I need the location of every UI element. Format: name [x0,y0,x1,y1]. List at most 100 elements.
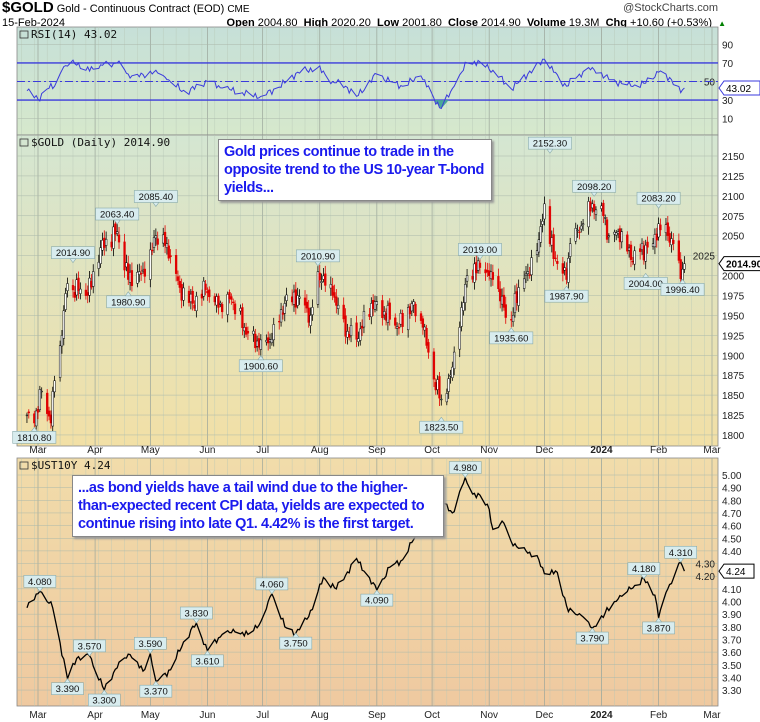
candle-body [202,280,205,297]
candle-body [355,322,358,340]
candle-body [268,339,272,342]
candle-body [35,410,38,427]
candle-body [644,244,647,262]
candle-body [421,318,425,328]
price-label-pointer [678,278,687,284]
candle-body [410,303,413,312]
last-value-tag [718,80,760,96]
candle-body [399,313,402,325]
candle-body [200,293,204,299]
y-tick-label: 3.80 [722,623,742,634]
x-tick-label: Sep [368,710,386,721]
y-tick-label: 1900 [722,351,745,362]
candle-body [453,351,456,370]
candle-body [53,380,56,393]
candle-body [484,269,487,274]
candle-body [436,379,439,390]
candle-body [569,243,572,257]
volume-value: 19.3M [568,17,600,29]
candle-body [75,279,78,296]
candle-body [187,290,191,303]
price-label: 3.790 [576,627,609,645]
candle-body [489,271,493,279]
candle-body [143,268,146,277]
candle-body [406,307,410,331]
candle-body [169,255,172,258]
y-tick-label: 3.50 [722,661,742,672]
x-tick-label: Dec [536,710,554,721]
candle-body [176,276,180,281]
y-tick-label: 1975 [722,291,745,302]
candle-body [476,260,480,271]
price-label-pointer [590,191,598,197]
candle-body [613,231,616,235]
y-tick-label: 10 [722,115,734,126]
candle-body [631,260,634,263]
x-tick-label: May [141,445,160,456]
candle-body [535,250,539,255]
high-value: 2020.20 [331,17,371,29]
y-tick-label: 3.60 [722,648,742,659]
candle-body [244,327,248,335]
price-label-pointer [257,355,265,361]
price-label-text: 4.080 [28,577,52,588]
candle-body [278,320,281,323]
candle-body [337,304,340,309]
y-tick-label: 2000 [722,272,745,283]
exchange: CME [227,4,250,15]
candle-body [581,223,585,226]
price-label-pointer [461,473,469,479]
candle-body [592,204,596,212]
candle-body [475,262,478,274]
candle-body [46,392,49,414]
price-label: 1980.90 [106,291,151,308]
y-tick-label: 1875 [722,371,745,382]
price-label: 2014.90 [51,246,95,264]
candle-body [486,269,489,273]
candle-body [394,317,397,326]
candle-body [254,333,257,349]
volume-label: Volume [526,17,566,29]
candle-body [324,273,327,286]
y-tick-label: 2150 [722,152,745,163]
candle-body [552,234,555,259]
price-label-pointer [507,327,515,333]
price-label-pointer [152,680,160,686]
candle-body [331,285,334,296]
price-label-text: 4.060 [260,579,284,590]
yield-legend-icon [19,461,29,470]
candle-body [381,300,384,318]
candle-body [438,376,441,399]
y-tick-label: 5.00 [722,471,742,482]
candle-body [626,234,629,252]
price-label: 3.590 [134,637,167,654]
price-label: 1810.80 [12,426,57,444]
candle-body [615,232,618,236]
candle-body [255,340,259,347]
price-label-text: 1900.60 [244,361,278,372]
y-tick-label: 2075 [722,212,745,223]
candle-body [397,327,401,329]
candle-body [226,294,229,315]
candle-body [384,313,388,321]
candle-body [488,270,491,276]
candle-body [574,228,577,242]
y-tick-label: 2125 [722,172,745,183]
candle-body [408,306,412,315]
candle-body [97,261,100,269]
x-tick-label: Apr [87,710,103,721]
candle-body [191,290,194,304]
y-tick-label: 4.30 [696,560,716,571]
candle-body [640,242,644,250]
price-label: 3.750 [279,632,313,650]
candle-body [530,257,533,276]
candle-body [541,220,544,225]
candle-body [344,315,347,337]
y-tick-label: 3.30 [722,686,742,697]
y-tick-label: 2025 [693,252,716,263]
candle-body [414,303,417,317]
y-tick-label: 4.70 [722,509,742,520]
candle-body [565,268,568,280]
candle-body [180,284,183,301]
candle-body [432,351,436,380]
